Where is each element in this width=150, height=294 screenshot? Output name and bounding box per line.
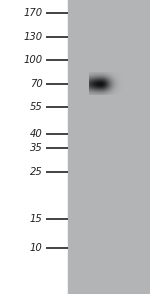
Text: 100: 100	[24, 55, 43, 65]
Text: 35: 35	[30, 143, 43, 153]
Text: 70: 70	[30, 79, 43, 89]
Text: 15: 15	[30, 214, 43, 224]
Text: 55: 55	[30, 102, 43, 112]
Text: 170: 170	[24, 8, 43, 18]
Text: 130: 130	[24, 32, 43, 42]
Text: 40: 40	[30, 129, 43, 139]
Bar	[68, 0, 150, 294]
Text: 25: 25	[30, 167, 43, 177]
Text: 10: 10	[30, 243, 43, 253]
